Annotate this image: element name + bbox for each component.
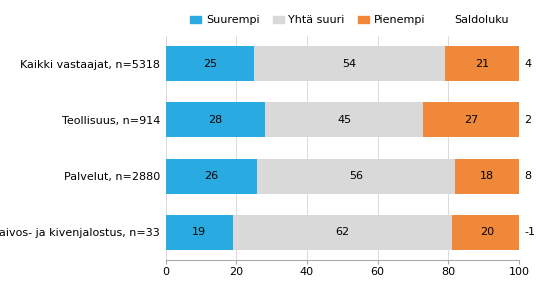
Text: 21: 21 xyxy=(475,59,489,69)
Text: 45: 45 xyxy=(337,115,351,125)
Bar xyxy=(445,46,519,81)
Legend: Suurempi, Yhtä suuri, Pienempi, Saldoluku: Suurempi, Yhtä suuri, Pienempi, Saldoluk… xyxy=(190,15,508,25)
Bar xyxy=(264,102,423,137)
Text: 18: 18 xyxy=(480,171,494,181)
Text: 20: 20 xyxy=(480,227,494,237)
Bar xyxy=(166,215,233,250)
Text: 28: 28 xyxy=(208,115,222,125)
Text: 25: 25 xyxy=(203,59,217,69)
Bar xyxy=(166,46,254,81)
Bar xyxy=(254,46,445,81)
Text: 19: 19 xyxy=(192,227,206,237)
Text: 54: 54 xyxy=(342,59,357,69)
Bar xyxy=(166,102,264,137)
Text: 4: 4 xyxy=(524,59,532,69)
Text: 8: 8 xyxy=(524,171,532,181)
Text: 56: 56 xyxy=(349,171,363,181)
Text: 27: 27 xyxy=(464,115,479,125)
Text: -1: -1 xyxy=(524,227,535,237)
Text: 62: 62 xyxy=(335,227,349,237)
Bar xyxy=(423,102,519,137)
Bar xyxy=(257,159,455,194)
Bar xyxy=(452,215,522,250)
Text: 2: 2 xyxy=(524,115,532,125)
Bar xyxy=(455,159,519,194)
Bar xyxy=(166,159,257,194)
Bar xyxy=(233,215,452,250)
Text: 26: 26 xyxy=(204,171,219,181)
